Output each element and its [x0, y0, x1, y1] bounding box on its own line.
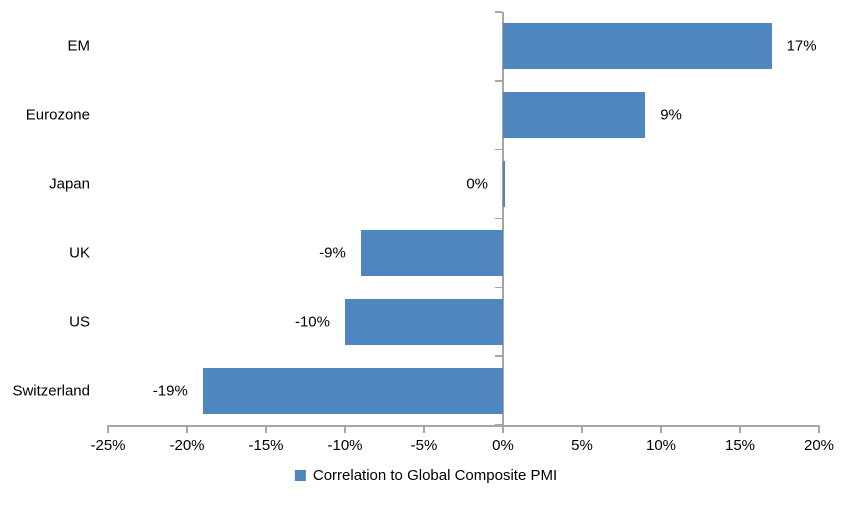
y-axis-tick: [495, 80, 502, 82]
x-axis-tick: [265, 425, 267, 433]
x-tick-label: 20%: [803, 437, 835, 454]
x-tick-label: -20%: [169, 437, 205, 454]
bar: [503, 92, 646, 139]
x-tick-label: 15%: [724, 437, 756, 454]
category-label: Eurozone: [25, 106, 90, 124]
value-label: -19%: [152, 382, 188, 400]
x-axis-tick: [660, 425, 662, 433]
bar: [360, 229, 503, 276]
bar: [503, 23, 772, 70]
x-axis-tick: [107, 425, 109, 433]
x-axis-tick: [186, 425, 188, 433]
value-label: 17%: [786, 37, 817, 55]
x-tick-label: -25%: [90, 437, 126, 454]
bar: [202, 367, 503, 414]
value-label: 9%: [660, 106, 682, 124]
category-label: EM: [67, 37, 91, 55]
legend-label: Correlation to Global Composite PMI: [312, 467, 558, 484]
x-axis-tick: [344, 425, 346, 433]
y-axis-line: [502, 12, 504, 425]
bar: [345, 298, 503, 345]
category-label: UK: [69, 244, 90, 262]
value-label: 0%: [466, 175, 488, 193]
x-axis-tick: [502, 425, 504, 433]
x-axis-tick: [739, 425, 741, 433]
category-label: Japan: [49, 175, 90, 193]
y-axis-tick: [495, 11, 502, 13]
value-label: -10%: [294, 313, 330, 331]
y-axis-tick: [495, 355, 502, 357]
x-tick-label: 5%: [571, 437, 593, 454]
category-label: US: [69, 313, 90, 331]
x-axis-line: [108, 425, 819, 427]
y-axis-tick: [495, 217, 502, 220]
x-tick-label: -5%: [410, 437, 438, 454]
x-axis-tick: [818, 425, 820, 433]
x-axis-tick: [423, 425, 425, 433]
bar: [503, 161, 505, 208]
x-axis-tick: [581, 425, 583, 433]
x-tick-label: 10%: [645, 437, 677, 454]
x-tick-label: -10%: [327, 437, 363, 454]
legend-swatch: [294, 470, 306, 481]
legend: Correlation to Global Composite PMI: [294, 467, 558, 484]
x-tick-label: 0%: [492, 437, 514, 454]
x-tick-label: -15%: [248, 437, 284, 454]
y-axis-tick: [495, 286, 502, 289]
value-label: -9%: [319, 244, 346, 262]
category-label: Switzerland: [12, 382, 90, 400]
y-axis-tick: [495, 148, 502, 151]
